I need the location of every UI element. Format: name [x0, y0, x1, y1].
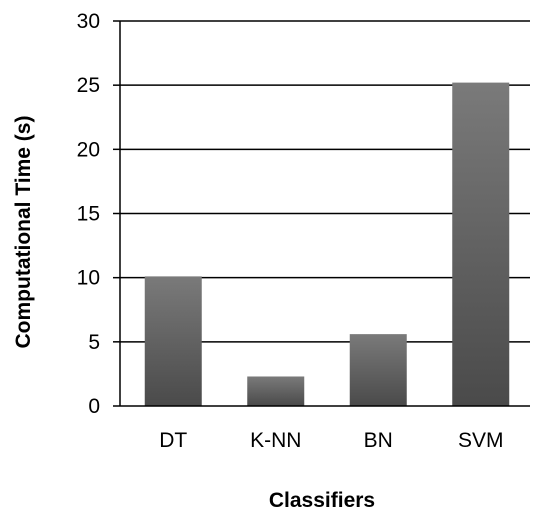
bar-bn	[349, 334, 407, 406]
y-tick-label: 0	[88, 395, 100, 418]
x-tick-label: DT	[159, 429, 187, 452]
bars	[144, 82, 510, 406]
y-tick-label: 15	[77, 203, 100, 226]
y-tick-label: 10	[77, 267, 100, 290]
x-tick-label: K-NN	[250, 429, 301, 452]
bar-svm	[452, 82, 510, 406]
y-axis-title: Computational Time (s)	[12, 116, 35, 349]
x-tick-label: BN	[364, 429, 393, 452]
x-tick-labels: DT K-NN BN SVM	[159, 429, 503, 452]
bar-knn	[247, 376, 305, 406]
y-tick-label: 5	[88, 331, 100, 354]
y-tick-labels: 0 5 10 15 20 25 30	[77, 10, 120, 418]
x-axis-title: Classifiers	[269, 489, 375, 512]
bar-dt	[144, 276, 202, 406]
y-tick-label: 20	[77, 138, 100, 161]
y-tick-label: 30	[77, 10, 100, 33]
x-tick-label: SVM	[458, 429, 504, 452]
y-tick-label: 25	[77, 74, 100, 97]
